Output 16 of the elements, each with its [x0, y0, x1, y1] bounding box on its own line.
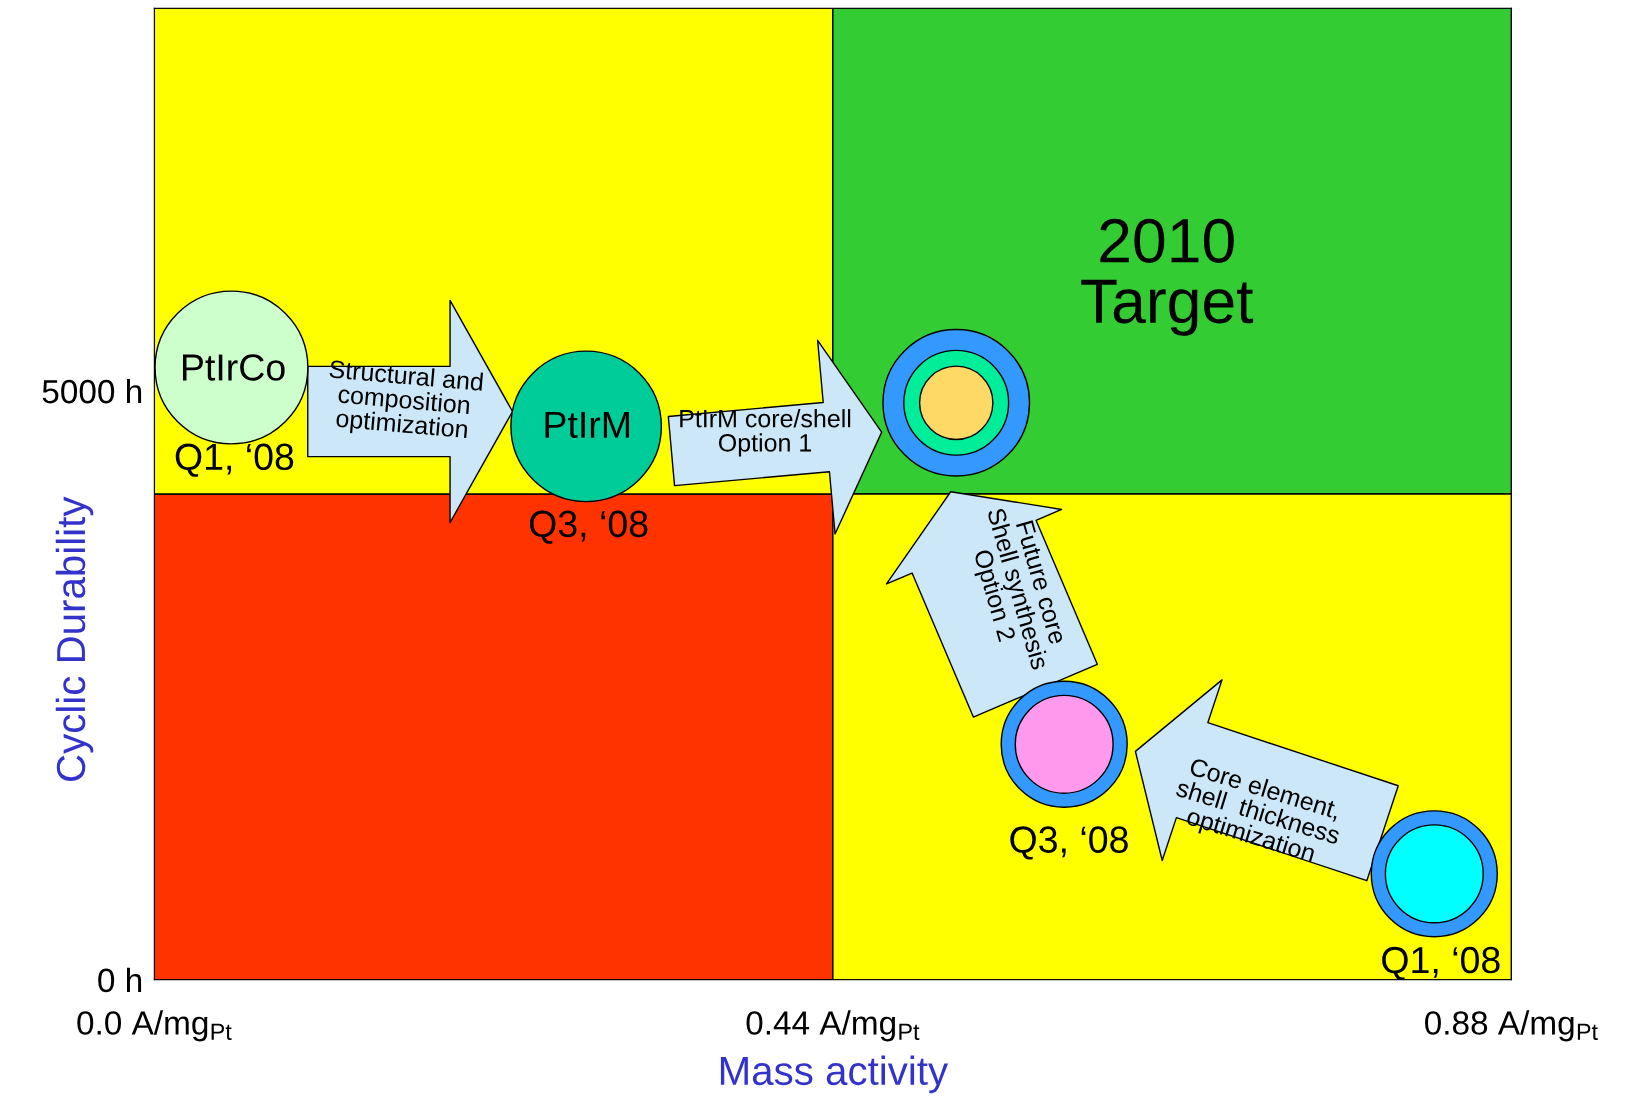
annotation: PtIrM core/shell Option 1 — [680, 409, 851, 457]
annotation: 2010 Target — [1081, 218, 1254, 336]
annotation: Q3, ‘08 — [529, 510, 648, 544]
annotation: PtIrM — [545, 411, 629, 438]
y-axis-title: Cyclic Durability — [55, 496, 94, 781]
annotation: Q1, ‘08 — [1382, 946, 1500, 981]
y-tick-label: 0 h — [98, 967, 142, 993]
annotation: Structural and composition optimization — [329, 359, 484, 444]
annotation: Q1, ‘08 — [175, 443, 294, 477]
x-tick-label: 0.44 A/mg$_{Pt}$ — [746, 1010, 920, 1042]
annotation: PtIrCo — [182, 354, 285, 381]
x-axis-title: Mass activity — [720, 1055, 949, 1094]
x-tick-label: 0.0 A/mg$_{Pt}$ — [77, 1010, 232, 1042]
x-tick-label: 0.88 A/mg$_{Pt}$ — [1425, 1010, 1598, 1042]
annotation: Q3, ‘08 — [1010, 826, 1128, 860]
y-tick-label: 5000 h — [42, 378, 142, 404]
